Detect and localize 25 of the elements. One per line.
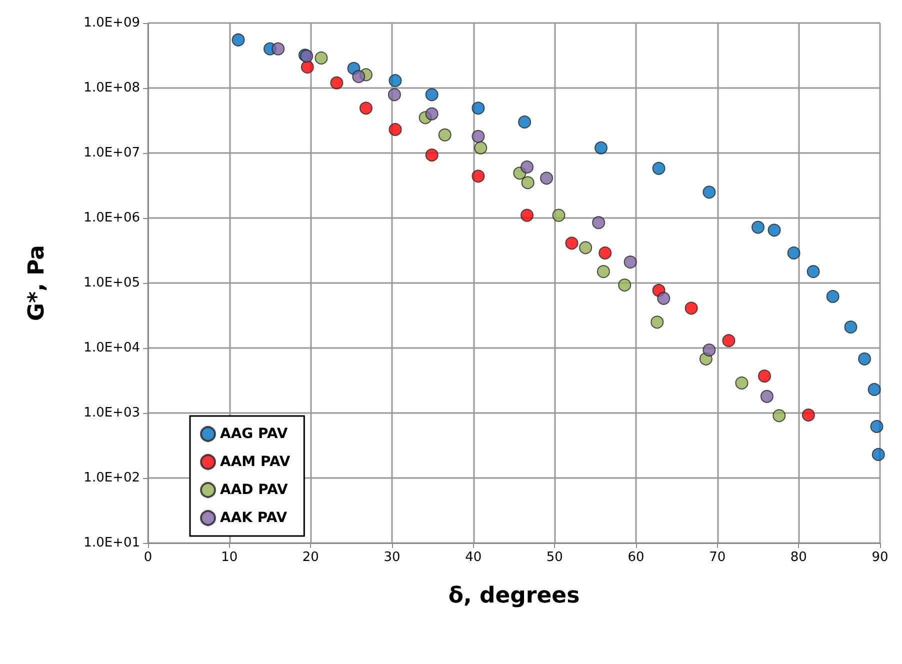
x-tick-label: 0 <box>144 550 152 565</box>
legend-label: AAG PAV <box>220 426 288 442</box>
y-tick-label: 1.0E+06 <box>84 210 140 226</box>
legend-label: AAD PAV <box>220 482 288 498</box>
y-tick-label: 1.0E+03 <box>84 406 140 420</box>
x-tick-label: 10 <box>221 550 238 565</box>
legend-label: AAK PAV <box>220 510 288 526</box>
x-tick-label: 60 <box>628 550 644 565</box>
y-tick-label: 1.0E+02 <box>84 470 140 486</box>
x-tick-label: 50 <box>546 550 563 565</box>
x-tick-label: 70 <box>709 550 726 565</box>
x-tick-label: 90 <box>872 550 888 565</box>
y-tick-label: 1.0E+08 <box>84 80 140 96</box>
x-tick-label: 40 <box>465 550 482 565</box>
legend-label: AAM PAV <box>220 454 290 470</box>
y-tick-label: 1.0E+01 <box>84 536 140 550</box>
x-tick-label: 20 <box>302 550 319 565</box>
y-tick-label: 1.0E+09 <box>84 16 140 30</box>
y-tick-label: 1.0E+07 <box>84 146 140 160</box>
y-axis-title: G*, Pa <box>24 245 50 321</box>
y-tick-label: 1.0E+05 <box>84 276 140 290</box>
x-tick-label: 30 <box>384 550 400 565</box>
x-tick-label: 80 <box>790 550 807 565</box>
x-axis-title: δ, degrees <box>448 584 580 608</box>
y-tick-label: 1.0E+04 <box>84 340 140 356</box>
